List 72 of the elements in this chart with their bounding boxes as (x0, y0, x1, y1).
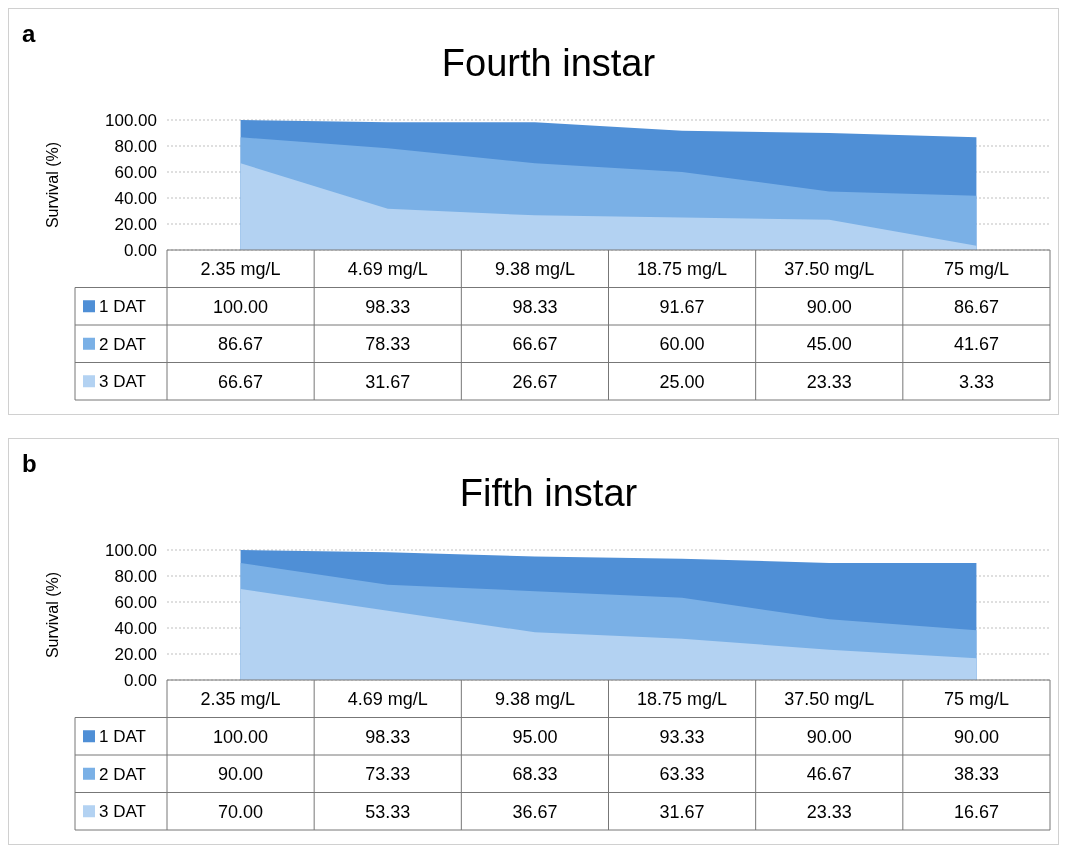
data-label: 93.33 (659, 726, 705, 747)
data-label: 73.33 (365, 764, 411, 785)
chart-title: Fourth instar (441, 42, 656, 84)
x-tick-label: 75 mg/L (943, 689, 1009, 710)
text: b (22, 450, 37, 477)
data-label: 91.67 (659, 296, 705, 317)
data-label: 98.33 (365, 296, 411, 317)
data-label: 68.33 (512, 764, 558, 785)
data-label: 86.67 (218, 334, 264, 355)
data-label: 38.33 (953, 764, 999, 785)
x-tick-label: 75 mg/L (943, 259, 1009, 280)
data-label: 78.33 (365, 334, 411, 355)
data-label: 90.00 (953, 726, 999, 747)
legend-label: 3 DAT (99, 372, 146, 392)
y-tick-label: 20.00 (114, 214, 157, 234)
x-tick-label: 2.35 mg/L (200, 259, 281, 280)
data-label: 31.67 (365, 371, 411, 392)
text: a (22, 20, 36, 47)
legend-label: 1 DAT (99, 297, 146, 317)
data-label: 41.67 (953, 334, 999, 355)
data-label: 98.33 (512, 296, 558, 317)
data-label: 86.67 (953, 296, 999, 317)
data-label: 46.67 (806, 764, 852, 785)
data-label: 25.00 (659, 371, 705, 392)
data-label: 60.00 (659, 334, 705, 355)
data-label: 16.67 (953, 801, 999, 822)
y-tick-label: 0.00 (123, 240, 157, 260)
data-label: 63.33 (659, 764, 705, 785)
data-label: 100.00 (213, 726, 269, 747)
x-tick-label: 9.38 mg/L (494, 259, 575, 280)
y-tick-label: 20.00 (114, 644, 157, 664)
data-label: 98.33 (365, 726, 411, 747)
y-tick-label: 100.00 (105, 540, 157, 560)
data-label: 66.67 (218, 371, 264, 392)
legend-label: 2 DAT (99, 764, 146, 784)
legend-label: 2 DAT (99, 334, 146, 354)
data-label: 90.00 (806, 296, 852, 317)
x-tick-label: 4.69 mg/L (347, 689, 428, 710)
x-tick-label: 18.75 mg/L (637, 689, 728, 710)
y-tick-label: 80.00 (114, 136, 157, 156)
data-label: 23.33 (806, 801, 852, 822)
y-tick-label: 0.00 (123, 670, 157, 690)
y-tick-label: 40.00 (114, 618, 157, 638)
data-label: 95.00 (512, 726, 558, 747)
data-label: 90.00 (806, 726, 852, 747)
y-tick-label: 60.00 (114, 592, 157, 612)
data-label: 23.33 (806, 371, 852, 392)
legend-label: 1 DAT (99, 727, 146, 747)
x-tick-label: 37.50 mg/L (784, 689, 875, 710)
data-label: 45.00 (806, 334, 852, 355)
y-axis-title: Survival (%) (44, 571, 61, 659)
y-tick-label: 100.00 (105, 110, 157, 130)
x-tick-label: 9.38 mg/L (494, 689, 575, 710)
x-tick-label: 2.35 mg/L (200, 689, 281, 710)
data-label: 3.33 (958, 371, 994, 392)
data-label: 31.67 (659, 801, 705, 822)
data-label: 100.00 (213, 296, 269, 317)
x-tick-label: 4.69 mg/L (347, 259, 428, 280)
y-tick-label: 80.00 (114, 566, 157, 586)
x-tick-label: 37.50 mg/L (784, 259, 875, 280)
data-label: 70.00 (218, 801, 264, 822)
legend-label: 3 DAT (99, 802, 146, 822)
data-label: 53.33 (365, 801, 411, 822)
y-tick-label: 40.00 (114, 188, 157, 208)
data-label: 36.67 (512, 801, 558, 822)
y-axis-title: Survival (%) (44, 141, 61, 229)
chart-title: Fifth instar (459, 472, 638, 514)
data-label: 66.67 (512, 334, 558, 355)
x-tick-label: 18.75 mg/L (637, 259, 728, 280)
data-label: 90.00 (218, 764, 264, 785)
y-tick-label: 60.00 (114, 162, 157, 182)
data-label: 26.67 (512, 371, 558, 392)
